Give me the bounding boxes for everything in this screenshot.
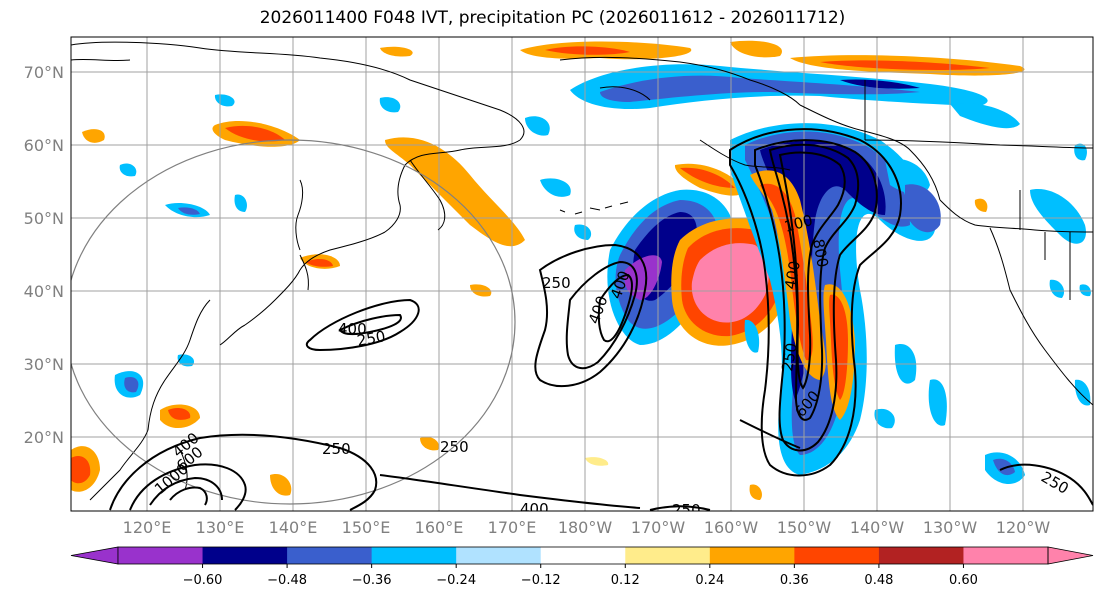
map-gridlines [71,37,1093,511]
contour-label-250-f: 250 [672,501,701,519]
latitude-label: 60°N [24,136,64,155]
colorbar-segment [118,547,204,564]
colorbar-tick-label: 0.36 [780,573,809,588]
longitude-label: 150°W [777,518,832,537]
colorbar-segment [371,547,457,564]
longitude-label: 170°W [631,518,686,537]
contour-label-250-g: 250 [440,438,469,456]
contour-label-250-d: 250 [778,341,801,372]
latitude-labels: 70°N 60°N 50°N 40°N 30°N 20°N [24,63,64,447]
map-panel: 250 400 400 250 250 400 100 800 400 250 … [71,37,1093,519]
colorbar-segment [709,547,795,564]
colorbar-tick-label: −0.36 [352,573,392,588]
longitude-label: 140°W [850,518,905,537]
longitude-label: 120°E [123,518,172,537]
colorbar-frame [117,546,1049,565]
colorbar-tick-label: −0.12 [521,573,561,588]
colorbar: −0.60 −0.48 −0.36 −0.24 −0.12 0.12 0.24 0.36 0.4… [70,546,1094,588]
contour-label-250-b: 250 [356,327,387,350]
colorbar-tick-label: −0.48 [267,573,307,588]
colorbar-tick-label: −0.60 [183,573,223,588]
contour-label-250-a: 250 [542,274,571,292]
colorbar-tick-label: 0.48 [864,573,893,588]
latitude-label: 20°N [24,428,64,447]
colorbar-segment [287,547,373,564]
longitude-label: 180°W [558,518,613,537]
latitude-label: 40°N [24,282,64,301]
colorbar-segment [456,547,542,564]
longitude-label: 150°E [342,518,391,537]
colorbar-tick-label: 0.24 [695,573,724,588]
longitude-label: 140°E [269,518,318,537]
colorbar-segment [794,547,880,564]
contour-label-400-d: 400 [781,259,804,290]
colorbar-extend-high [1047,546,1094,565]
map-frame [70,36,1094,512]
contour-label-800: 800 [809,238,832,269]
latitude-label: 70°N [24,63,64,82]
longitude-label: 120°W [996,518,1051,537]
contour-label-400-a: 400 [338,320,367,338]
colorbar-segment [625,547,711,564]
longitude-label: 160°W [704,518,759,537]
longitude-label: 130°E [196,518,245,537]
colorbar-segment [963,547,1049,564]
contour-label-400-c: 400 [520,500,549,518]
colorbar-segment [202,547,288,564]
reference-circle [71,139,516,505]
longitude-label: 130°W [923,518,978,537]
ivt-contours [109,128,1093,511]
colorbar-tick-label: −0.24 [436,573,476,588]
longitude-labels: 120°E 130°E 140°E 150°E 160°E 170°E 180°W 170°W… [123,518,1051,537]
colorbar-segment [540,547,626,564]
latitude-label: 50°N [24,209,64,228]
latitude-label: 30°N [24,355,64,374]
longitude-label: 170°E [488,518,537,537]
colorbar-tick-label: 0.60 [949,573,978,588]
contour-label-250-c: 250 [322,440,351,458]
colorbar-extend-low [70,546,119,565]
colorbar-segment [878,547,964,564]
map-title: 2026011400 F048 IVT, precipitation PC (2… [259,8,846,28]
longitude-label: 160°E [415,518,464,537]
colorbar-tick-label: 0.12 [611,573,640,588]
